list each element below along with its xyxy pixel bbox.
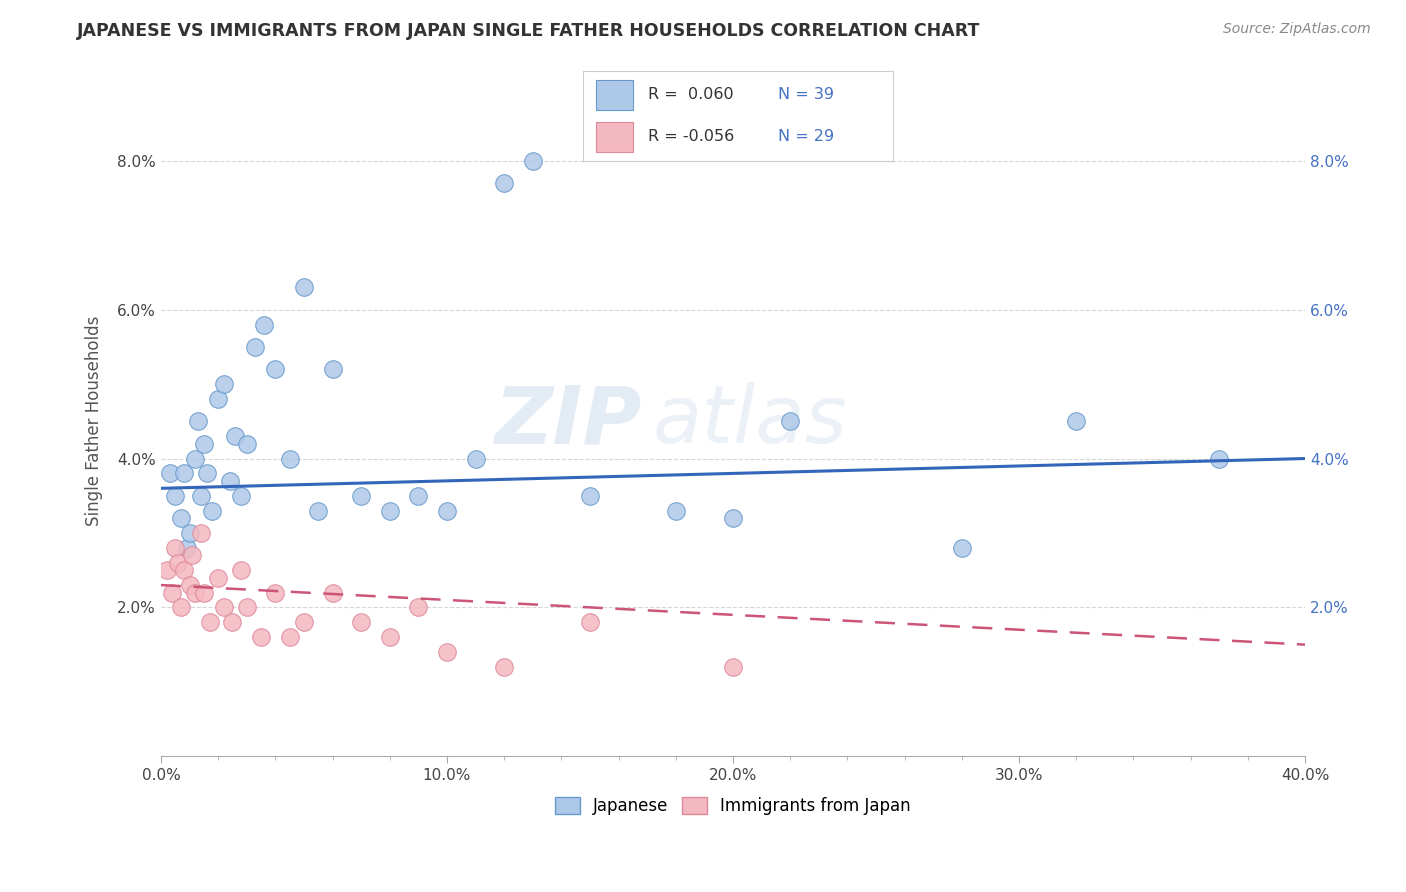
Point xyxy=(229,563,252,577)
Text: ZIP: ZIP xyxy=(494,383,641,460)
Point xyxy=(156,563,179,577)
Point xyxy=(235,600,257,615)
Point xyxy=(522,153,544,168)
Point xyxy=(184,451,207,466)
Point xyxy=(350,615,373,630)
Point xyxy=(190,489,212,503)
Point xyxy=(292,615,315,630)
Point xyxy=(264,362,287,376)
Text: N = 29: N = 29 xyxy=(779,129,835,144)
Point xyxy=(181,549,204,563)
Point xyxy=(190,525,212,540)
Point xyxy=(170,600,193,615)
Point xyxy=(235,436,257,450)
Point xyxy=(721,511,744,525)
FancyBboxPatch shape xyxy=(596,122,633,152)
Point xyxy=(193,436,215,450)
Point xyxy=(1064,414,1087,428)
Point xyxy=(436,503,458,517)
Point xyxy=(278,630,301,644)
Point xyxy=(212,377,235,392)
Y-axis label: Single Father Households: Single Father Households xyxy=(86,316,103,526)
Point xyxy=(179,525,201,540)
Point xyxy=(212,600,235,615)
Point xyxy=(179,578,201,592)
Text: Source: ZipAtlas.com: Source: ZipAtlas.com xyxy=(1223,22,1371,37)
Point xyxy=(198,615,221,630)
Point xyxy=(1208,451,1230,466)
Point xyxy=(229,489,252,503)
Text: JAPANESE VS IMMIGRANTS FROM JAPAN SINGLE FATHER HOUSEHOLDS CORRELATION CHART: JAPANESE VS IMMIGRANTS FROM JAPAN SINGLE… xyxy=(77,22,981,40)
Point xyxy=(322,585,344,599)
Point xyxy=(173,563,195,577)
Point xyxy=(378,503,401,517)
Point xyxy=(159,467,181,481)
Point xyxy=(950,541,973,555)
Point xyxy=(307,503,329,517)
Point xyxy=(165,541,187,555)
Point xyxy=(579,615,602,630)
Text: atlas: atlas xyxy=(652,383,848,460)
Point xyxy=(193,585,215,599)
Point xyxy=(170,511,193,525)
Point xyxy=(184,585,207,599)
Point xyxy=(579,489,602,503)
Point xyxy=(187,414,209,428)
Text: N = 39: N = 39 xyxy=(779,87,834,103)
Point xyxy=(195,467,218,481)
Point xyxy=(278,451,301,466)
Point xyxy=(250,630,273,644)
Point xyxy=(173,467,195,481)
Point xyxy=(253,318,276,332)
Text: R =  0.060: R = 0.060 xyxy=(648,87,734,103)
Point xyxy=(408,600,430,615)
Legend: Japanese, Immigrants from Japan: Japanese, Immigrants from Japan xyxy=(548,790,918,822)
Point xyxy=(218,474,240,488)
FancyBboxPatch shape xyxy=(596,80,633,110)
Point xyxy=(378,630,401,644)
Point xyxy=(350,489,373,503)
Point xyxy=(162,585,184,599)
Point xyxy=(721,660,744,674)
Point xyxy=(322,362,344,376)
Point xyxy=(264,585,287,599)
Point xyxy=(779,414,801,428)
Point xyxy=(464,451,486,466)
Point xyxy=(224,429,246,443)
Point xyxy=(665,503,688,517)
Point xyxy=(494,660,516,674)
Point xyxy=(201,503,224,517)
Text: R = -0.056: R = -0.056 xyxy=(648,129,735,144)
Point xyxy=(207,571,229,585)
Point xyxy=(245,340,267,354)
Point xyxy=(408,489,430,503)
Point xyxy=(436,645,458,659)
Point xyxy=(221,615,243,630)
Point xyxy=(494,176,516,190)
Point xyxy=(167,556,190,570)
Point xyxy=(207,392,229,406)
Point xyxy=(176,541,198,555)
Point xyxy=(165,489,187,503)
Point xyxy=(292,280,315,294)
